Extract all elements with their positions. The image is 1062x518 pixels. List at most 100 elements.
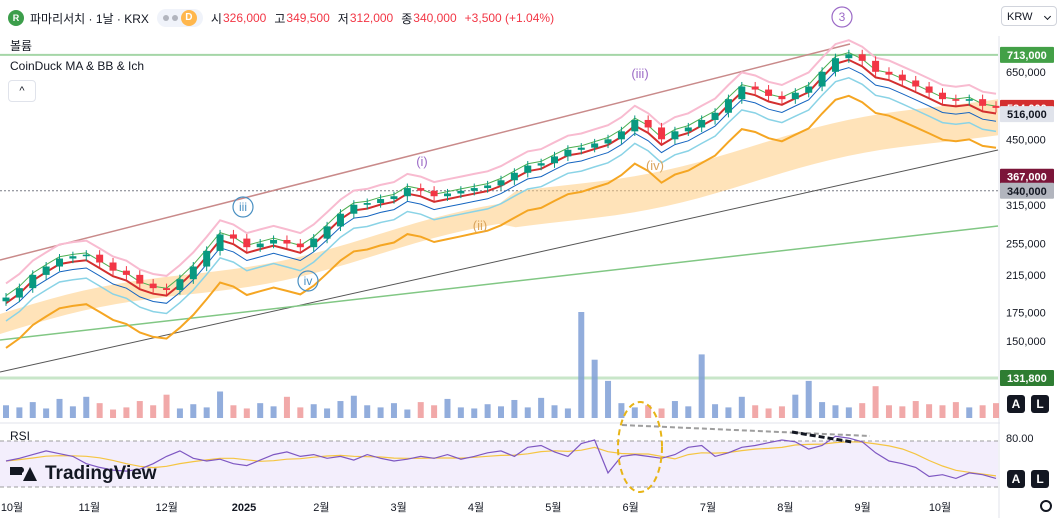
candle-body — [56, 258, 64, 267]
volume-legend-label[interactable]: 볼륨 — [10, 39, 33, 53]
rsi-log-scale-button[interactable]: L — [1031, 470, 1049, 488]
currency-select[interactable]: KRW — [1001, 6, 1057, 26]
candle-body — [524, 165, 532, 173]
candle-body — [149, 283, 157, 289]
volume-bar — [832, 405, 839, 418]
volume-bar — [83, 396, 90, 418]
wave-label: 3 — [839, 10, 846, 24]
volume-bar — [551, 405, 558, 418]
volume-bar — [952, 402, 959, 418]
candle-body — [591, 143, 599, 148]
volume-bar — [698, 354, 705, 418]
candle-body — [738, 86, 746, 100]
x-axis-tick-label: 2월 — [313, 501, 329, 514]
rsi-auto-scale-button[interactable]: A — [1007, 470, 1025, 488]
log-scale-button[interactable]: L — [1031, 395, 1049, 413]
x-axis-tick-label: 8월 — [777, 501, 793, 514]
volume-bar — [337, 401, 344, 418]
volume-bar — [69, 406, 76, 418]
volume-bar — [872, 386, 879, 418]
candle-body — [938, 92, 946, 100]
price-badge-label: 516,000 — [1007, 109, 1047, 121]
symbol-title[interactable]: 파마리서치 · 1날 · KRX — [30, 11, 149, 26]
candle-body — [136, 274, 144, 284]
volume-bar — [765, 408, 772, 418]
volume-bar — [578, 312, 585, 418]
x-axis-tick-label: 5월 — [545, 501, 561, 514]
volume-bar — [230, 405, 237, 418]
price-badge-label: 340,000 — [1007, 186, 1047, 198]
volume-bar — [310, 404, 317, 418]
volume-bar — [993, 403, 999, 418]
chart-header: R 파마리서치 · 1날 · KRX D 시 326,000 고 349,500 저… — [0, 0, 1000, 36]
candle-body — [310, 238, 318, 248]
volume-bar — [324, 408, 331, 418]
candle-body — [658, 127, 666, 140]
candle-body — [510, 172, 518, 181]
volume-bar — [966, 407, 973, 418]
volume-bar — [484, 404, 491, 418]
close-value: 340,000 — [413, 11, 457, 25]
highlight-ellipse — [617, 401, 663, 493]
price-badge-bg — [1000, 46, 1054, 63]
volume-bar — [3, 405, 9, 418]
candle-body — [296, 243, 304, 248]
volume-bar — [685, 406, 692, 418]
open-label: 시 — [210, 11, 222, 26]
candle-body — [791, 92, 799, 100]
volume-bar — [217, 391, 224, 418]
indicator-legend-label[interactable]: CoinDuck MA & BB & Ich — [10, 59, 145, 73]
auto-scale-button[interactable]: A — [1007, 395, 1025, 413]
candle-body — [551, 156, 559, 164]
wave-label: iii — [239, 200, 247, 214]
volume-bar — [471, 408, 478, 418]
close-label: 종 — [401, 11, 413, 26]
candle-body — [323, 226, 331, 239]
rsi-legend-label[interactable]: RSI — [10, 429, 31, 443]
wave-label-circle — [831, 6, 853, 28]
x-axis-tick-label: 4월 — [468, 501, 484, 514]
open-value: 326,000 — [222, 11, 267, 25]
candle-body — [992, 105, 1000, 108]
ichimoku-cloud — [0, 99, 998, 334]
candle-body — [15, 288, 23, 298]
change-value: +3,500 (+1.04%) — [464, 11, 555, 25]
volume-bar — [939, 405, 946, 418]
collapse-legend-button[interactable]: ^ — [8, 80, 36, 102]
tradingview-mark-icon — [10, 467, 37, 481]
settings-gear-icon[interactable] — [1040, 500, 1052, 512]
candle-body — [42, 266, 50, 275]
wave-label: (iv) — [646, 158, 664, 173]
candle-body — [270, 239, 278, 244]
volume-bar — [110, 409, 117, 418]
candle-body — [443, 193, 451, 197]
candle-body — [831, 58, 839, 72]
volume-bar — [912, 401, 919, 418]
volume-bar — [16, 407, 23, 418]
volume-bar — [538, 397, 545, 418]
ma-orange-line — [5, 94, 997, 349]
candle-body — [457, 190, 465, 194]
volume-bar — [243, 408, 250, 418]
channel-upper-line — [0, 43, 851, 261]
candle-body — [336, 213, 344, 227]
volume-bar — [819, 402, 826, 418]
candle-body — [470, 188, 478, 191]
y-axis-tick-label: 175,000 — [1006, 308, 1046, 320]
volume-bar — [257, 403, 264, 418]
x-axis-tick-label: 10월 — [929, 501, 951, 514]
price-badge-bg — [1000, 370, 1054, 386]
wave-label: (iii) — [631, 66, 648, 81]
wave-label-circle — [232, 196, 254, 218]
y-axis-tick-label: 450,000 — [1006, 134, 1046, 146]
status-pill: D — [156, 9, 203, 27]
volume-bar — [190, 404, 197, 418]
candle-body — [872, 60, 880, 72]
interval-badge[interactable]: D — [180, 10, 197, 26]
candle-body — [96, 254, 104, 263]
volume-bar — [926, 404, 933, 418]
volume-bar — [390, 403, 397, 418]
price-badge-label: 367,000 — [1007, 172, 1047, 184]
x-axis-tick-label: 3월 — [391, 501, 407, 514]
status-dot-icon — [162, 15, 169, 21]
